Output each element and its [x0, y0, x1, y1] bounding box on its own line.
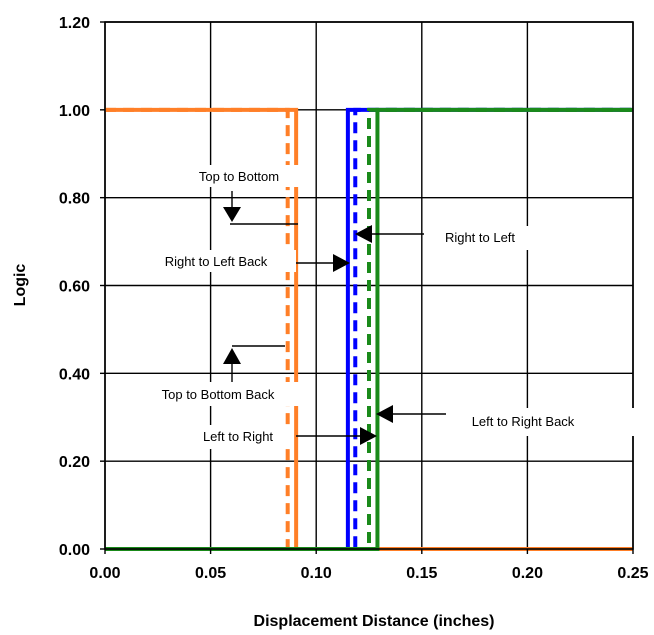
- annotation-label: Right to Left Back: [165, 254, 268, 269]
- x-tick-label: 0.00: [89, 565, 120, 582]
- annotation-2: Right to Left Back: [136, 250, 350, 272]
- annotation-arrowhead: [223, 207, 241, 222]
- x-tick-label: 0.10: [301, 565, 332, 582]
- y-tick-label: 1.00: [59, 103, 90, 120]
- annotation-label-box: [176, 165, 303, 187]
- annotations: Top to Bottom Right to Left Back Right to …: [136, 165, 634, 449]
- y-axis-title: Logic: [12, 264, 29, 307]
- x-tick-label: 0.15: [406, 565, 437, 582]
- y-tick-label: 0.20: [59, 454, 90, 471]
- annotation-arrowhead: [355, 225, 372, 243]
- y-tick-label: 0.60: [59, 279, 90, 296]
- annotation-label-box: [446, 408, 634, 436]
- x-axis-title: Displacement Distance (inches): [254, 613, 495, 630]
- x-tick-labels: 0.00 0.05 0.10 0.15 0.20 0.25: [89, 565, 648, 582]
- annotation-5: Left to Right: [184, 425, 377, 449]
- annotation-label: Right to Left: [445, 230, 515, 245]
- x-tick-label: 0.25: [617, 565, 648, 582]
- annotation-label: Top to Bottom Back: [162, 387, 275, 402]
- plot-frame: [100, 21, 634, 554]
- annotation-label-box: [136, 382, 300, 406]
- y-tick-label: 0.00: [59, 542, 90, 559]
- y-tick-label: 0.80: [59, 191, 90, 208]
- annotation-arrowhead: [360, 427, 377, 445]
- annotation-6: Left to Right Back: [376, 405, 634, 436]
- annotation-arrowhead: [376, 405, 393, 423]
- annotation-label: Left to Right: [203, 429, 273, 444]
- annotation-label-box: [136, 250, 296, 272]
- y-tick-label: 1.20: [59, 15, 90, 32]
- annotation-label: Left to Right Back: [472, 414, 575, 429]
- x-tick-label: 0.20: [512, 565, 543, 582]
- annotation-label-box: [424, 226, 536, 250]
- x-tick-label: 0.05: [195, 565, 226, 582]
- annotation-arrowhead: [333, 254, 350, 272]
- y-tick-labels: 0.00 0.20 0.40 0.60 0.80 1.00 1.20: [59, 15, 90, 559]
- annotation-label-box: [184, 425, 291, 449]
- y-tick-label: 0.40: [59, 366, 90, 383]
- annotation-4: Top to Bottom Back: [136, 345, 300, 406]
- annotation-label: Top to Bottom: [199, 169, 279, 184]
- annotation-1: Top to Bottom: [176, 165, 303, 225]
- annotation-3: Right to Left: [355, 225, 536, 250]
- annotation-arrowhead: [223, 348, 241, 364]
